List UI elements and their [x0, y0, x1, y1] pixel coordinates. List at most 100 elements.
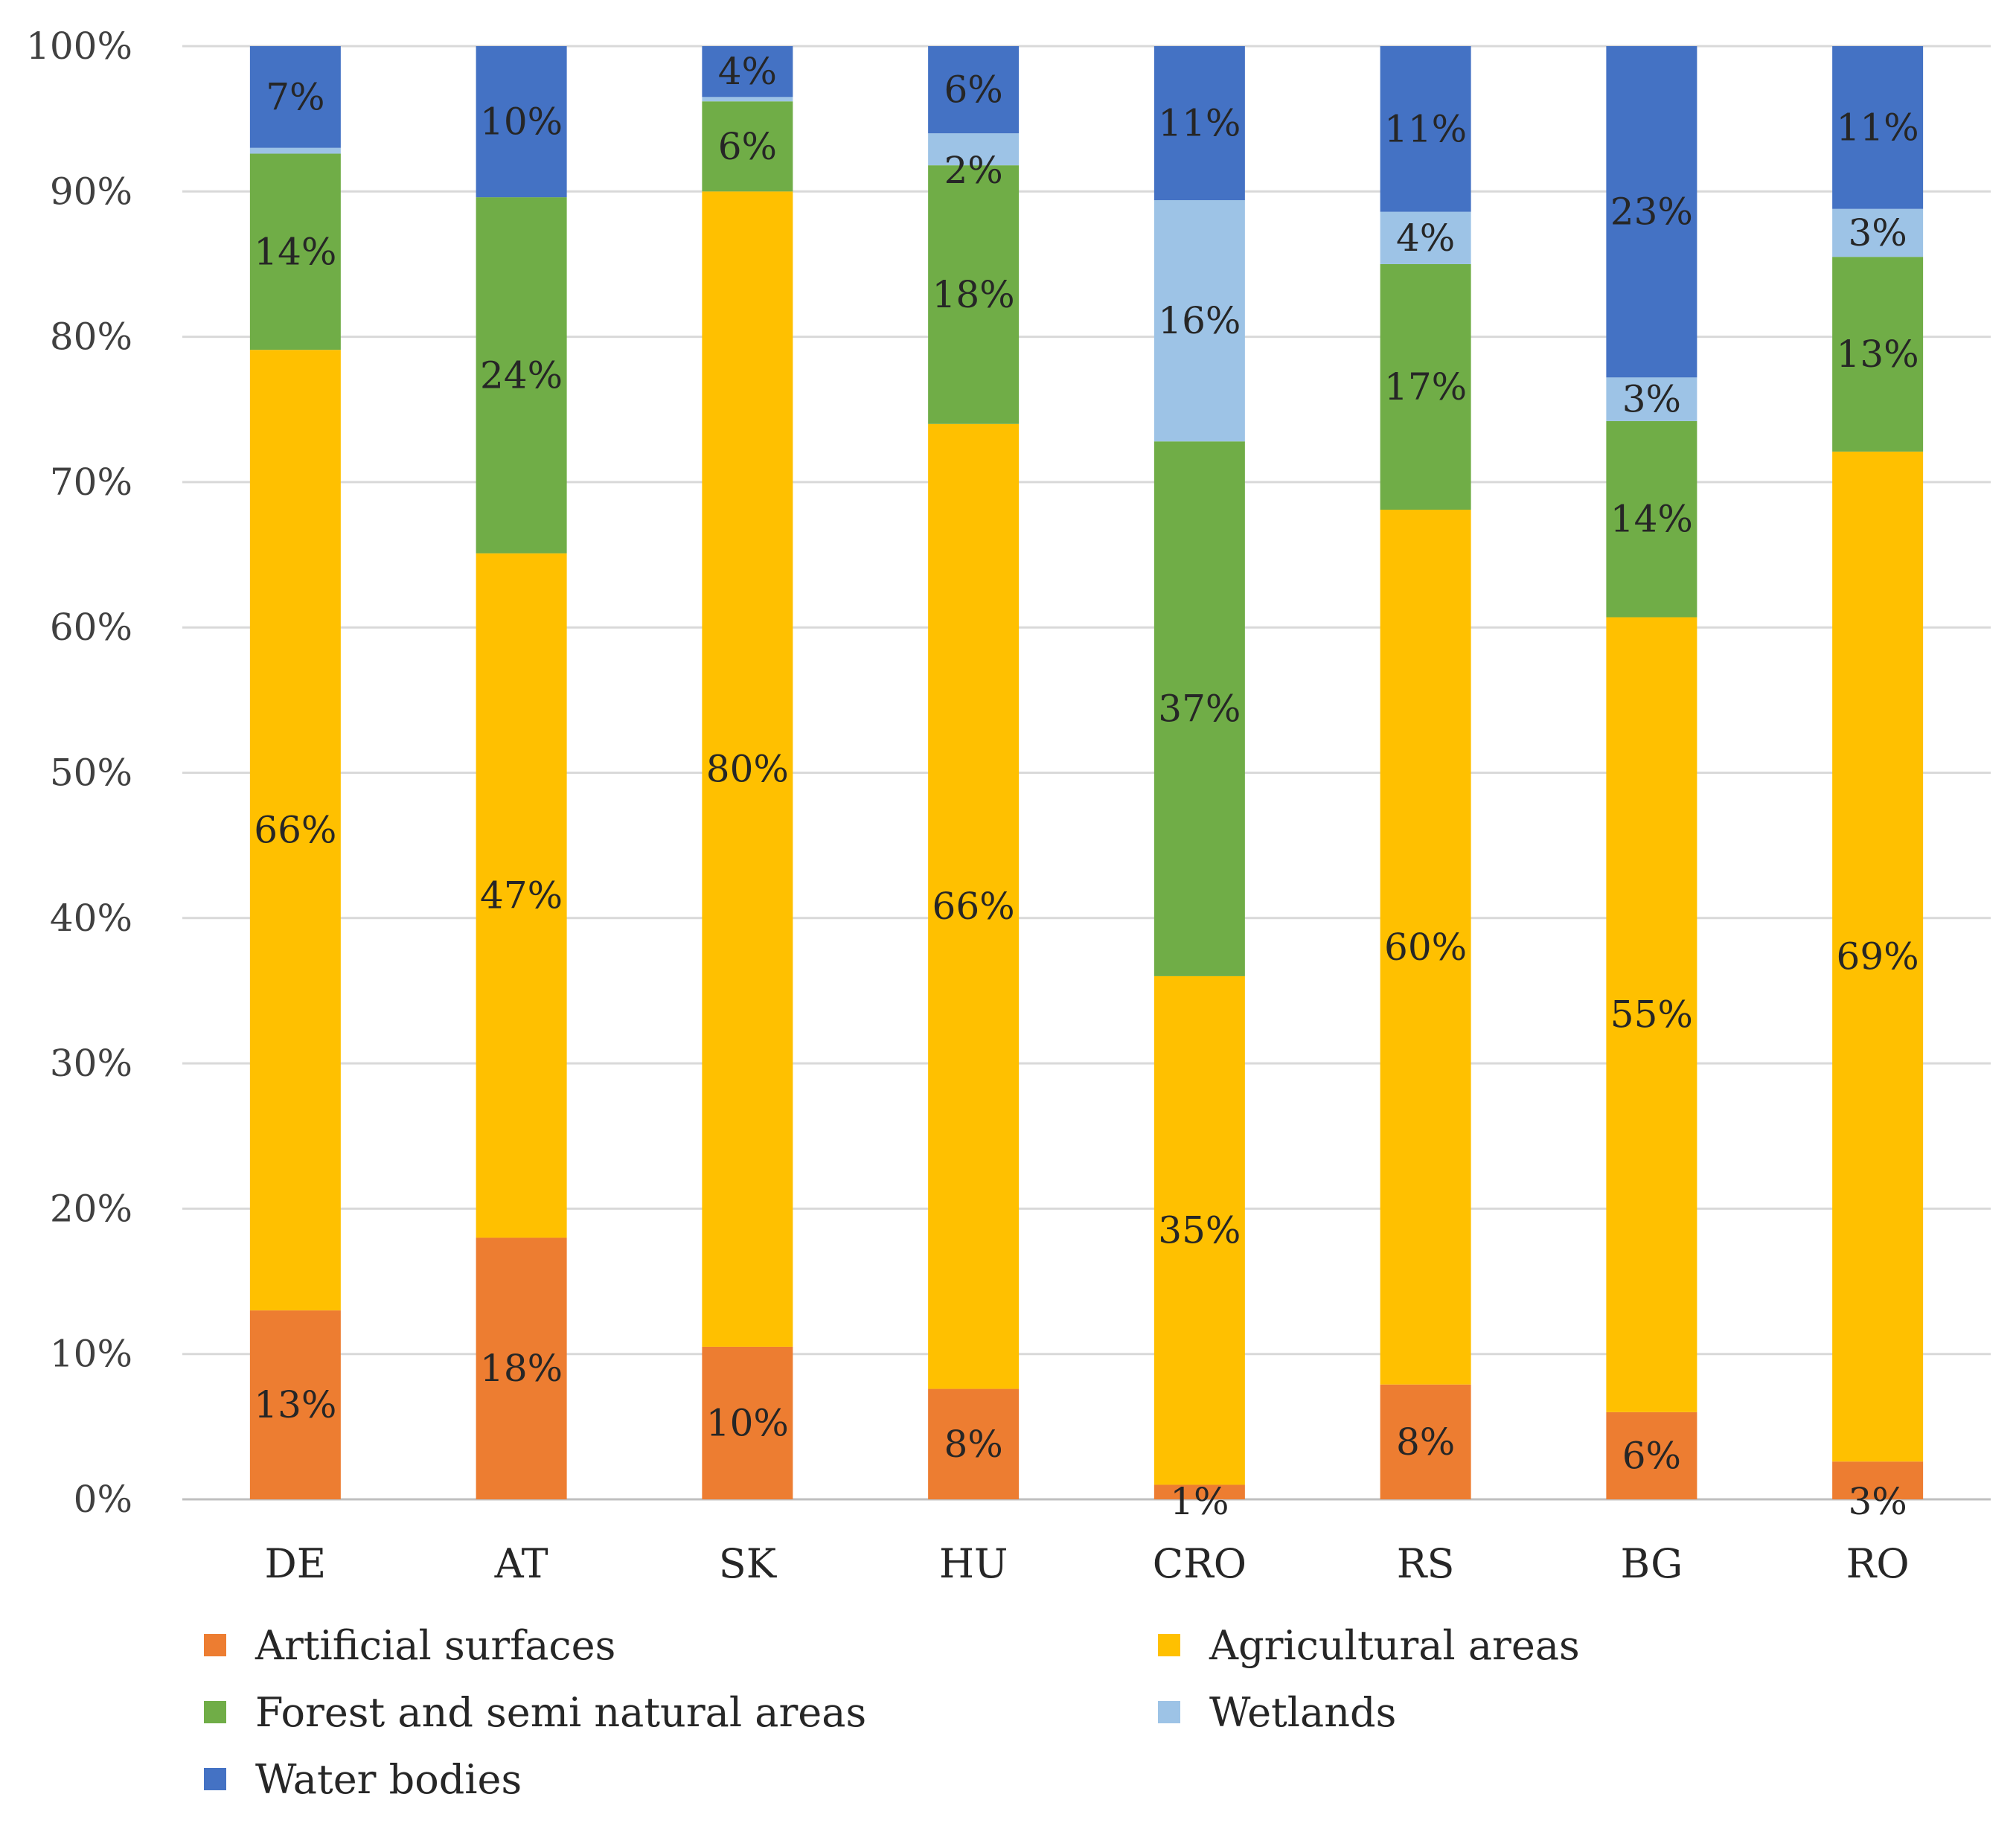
- bar-segment: [702, 191, 793, 1347]
- bar-segment: [1153, 200, 1245, 442]
- bar-segment: [928, 423, 1020, 1389]
- legend-swatch: [1158, 1634, 1180, 1656]
- bar-segment: [249, 46, 341, 148]
- bar-segment: [1606, 46, 1697, 378]
- data-label: 35%: [1158, 1209, 1241, 1252]
- data-label: 23%: [1610, 190, 1693, 234]
- data-label: 13%: [1837, 333, 1919, 376]
- bar-segment: [1832, 208, 1924, 257]
- bar-segment: [476, 197, 567, 554]
- y-tick-label: 20%: [50, 1187, 132, 1230]
- x-tick-label: DE: [265, 1540, 327, 1587]
- bar-segment: [928, 133, 1020, 166]
- y-tick-label: 80%: [50, 315, 132, 359]
- bar-segment: [476, 1237, 567, 1499]
- data-label: 66%: [932, 885, 1015, 928]
- bar-segment: [702, 101, 793, 192]
- bar-segment: [476, 553, 567, 1238]
- bar-segment: [1606, 617, 1697, 1412]
- data-label: 11%: [1158, 102, 1241, 145]
- data-label: 47%: [480, 874, 563, 917]
- bar-segment: [928, 165, 1020, 424]
- legend-item: Agricultural areas: [1158, 1622, 1580, 1669]
- data-label: 11%: [1837, 106, 1919, 149]
- data-label: 18%: [932, 273, 1015, 316]
- y-tick-label: 90%: [50, 170, 132, 213]
- bar-segment: [1380, 211, 1471, 264]
- data-label: 80%: [706, 748, 789, 791]
- x-tick-label: RS: [1397, 1540, 1455, 1587]
- data-labels: 13% 66% 14% 7% 18% 47% 24% 10% 10% 80% 6% 4% 8% 66% 18…: [254, 50, 1919, 1523]
- bar-segment: [1380, 46, 1471, 212]
- legend-item: Wetlands: [1158, 1689, 1396, 1736]
- bar-segment: [1153, 441, 1245, 976]
- y-tick-label: 60%: [50, 606, 132, 649]
- x-tick-label: HU: [939, 1540, 1008, 1587]
- legend-item: Water bodies: [204, 1756, 522, 1803]
- bar-segment: [1832, 257, 1924, 452]
- data-label: 66%: [254, 809, 336, 852]
- data-label: 6%: [1622, 1434, 1681, 1477]
- data-label: 3%: [1848, 211, 1907, 254]
- x-tick-label: CRO: [1153, 1540, 1247, 1587]
- data-label: 6%: [944, 68, 1002, 112]
- y-tick-label: 100%: [26, 25, 132, 68]
- x-tick-label: RO: [1846, 1540, 1910, 1587]
- x-axis-ticks: DE AT SK HU CRO RS BG RO: [265, 1540, 1910, 1587]
- bar-segment: [1153, 975, 1245, 1485]
- data-label: 10%: [706, 1401, 789, 1444]
- data-label: 2%: [944, 149, 1002, 192]
- bar-segment: [1606, 377, 1697, 421]
- data-label: 16%: [1158, 299, 1241, 342]
- data-label: 60%: [1384, 926, 1467, 969]
- bar-segment: [702, 97, 793, 102]
- legend-swatch: [204, 1768, 226, 1790]
- x-tick-label: BG: [1620, 1540, 1683, 1587]
- data-label: 37%: [1158, 688, 1241, 731]
- bar-segment: [1153, 1484, 1245, 1499]
- data-label: 10%: [480, 100, 563, 144]
- bar-segment: [1606, 1412, 1697, 1499]
- y-tick-label: 10%: [50, 1333, 132, 1376]
- legend-swatch: [204, 1701, 226, 1723]
- data-label: 11%: [1384, 107, 1467, 150]
- bar-segment: [249, 153, 341, 350]
- bar-segment: [928, 46, 1020, 134]
- y-tick-label: 70%: [50, 461, 132, 504]
- y-tick-label: 0%: [74, 1478, 132, 1521]
- bar-segment: [928, 1388, 1020, 1499]
- legend-label: Forest and semi natural areas: [255, 1689, 866, 1736]
- x-tick-label: SK: [719, 1540, 778, 1587]
- bar-segment: [1832, 46, 1924, 209]
- bar-segment: [702, 1346, 793, 1499]
- data-label: 7%: [266, 75, 324, 118]
- bar-segment: [1380, 510, 1471, 1385]
- gridlines: [182, 45, 1991, 1501]
- data-label: 3%: [1622, 378, 1681, 421]
- data-label: 8%: [944, 1423, 1002, 1466]
- y-axis-ticks: 0% 10% 20% 30% 40% 50% 60% 70% 80% 90% 100%: [26, 25, 132, 1521]
- bar-segment: [249, 1310, 341, 1499]
- legend-label: Artificial surfaces: [255, 1622, 615, 1669]
- bar-segment: [1606, 420, 1697, 618]
- bar-segment: [249, 350, 341, 1311]
- legend-item: Forest and semi natural areas: [204, 1689, 866, 1736]
- data-label: 14%: [254, 230, 336, 273]
- data-label: 8%: [1396, 1420, 1455, 1464]
- data-label: 4%: [1396, 217, 1455, 260]
- bars: [249, 46, 1924, 1499]
- legend-swatch: [204, 1634, 226, 1656]
- legend-label: Wetlands: [1209, 1689, 1396, 1736]
- bar-segment: [1832, 1461, 1924, 1499]
- bar-segment: [249, 147, 341, 154]
- data-label: 55%: [1610, 993, 1693, 1037]
- data-label: 13%: [254, 1383, 336, 1426]
- data-label: 17%: [1384, 365, 1467, 409]
- legend-label: Water bodies: [255, 1756, 522, 1803]
- data-label: 1%: [1170, 1480, 1229, 1523]
- data-label: 24%: [480, 353, 563, 397]
- legend-swatch: [1158, 1701, 1180, 1723]
- data-label: 4%: [718, 50, 777, 93]
- legend-label: Agricultural areas: [1209, 1622, 1580, 1669]
